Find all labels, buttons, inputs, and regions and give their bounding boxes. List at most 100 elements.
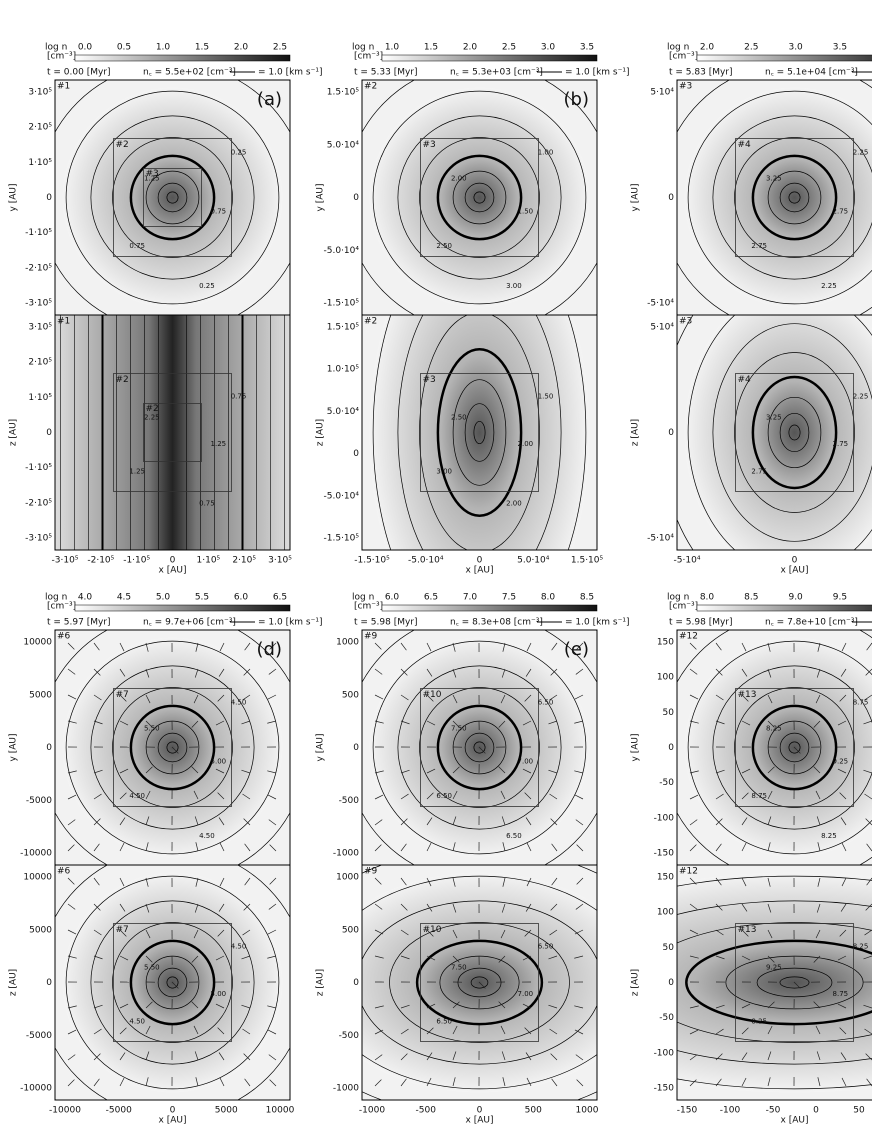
contour — [90, 900, 255, 1065]
velocity-arrow — [715, 720, 725, 725]
contour-label: 2.25 — [144, 413, 160, 421]
velocity-arrow — [219, 877, 225, 887]
velocity-arrow — [741, 1027, 749, 1035]
velocity-arrow — [400, 843, 407, 852]
velocity-arrow — [715, 1053, 723, 1061]
velocity-arrow — [549, 793, 558, 800]
y-axis-label: y [AU] — [631, 184, 641, 212]
region-label: #9 — [364, 632, 378, 642]
velocity-arrow — [840, 817, 847, 826]
velocity-arrow — [767, 877, 771, 887]
contour-label: 4.50 — [231, 942, 247, 950]
contour — [419, 137, 540, 258]
contour — [166, 191, 179, 204]
velocity-arrow — [793, 746, 801, 754]
velocity-arrow — [191, 720, 199, 728]
y-tick-label: 1000 — [336, 638, 359, 648]
velocity-arrow — [502, 642, 506, 652]
contour — [362, 900, 597, 1065]
velocity-arrow — [67, 1079, 75, 1087]
cbar-tick: 3.5 — [833, 43, 847, 53]
y-tick-label: -100 — [654, 1048, 675, 1058]
velocity-arrow — [574, 1005, 584, 1009]
contour — [372, 90, 587, 305]
velocity-arrow — [715, 903, 723, 911]
velocity-arrow — [813, 955, 821, 963]
velocity-arrow — [841, 1077, 847, 1087]
velocity-arrow — [741, 792, 749, 800]
velocity-arrow — [119, 955, 129, 961]
y-tick-label: -1.5·10⁵ — [324, 299, 360, 309]
contour-label: 8.25 — [853, 942, 869, 950]
contour — [439, 955, 520, 1010]
y-tick-label: -150 — [654, 849, 675, 859]
contour-label: 4.50 — [129, 1017, 145, 1025]
velocity-arrow — [119, 694, 127, 702]
velocity-arrow — [93, 668, 101, 676]
x-tick-label: -500 — [416, 1106, 437, 1116]
plot-area — [362, 315, 597, 550]
contour — [397, 665, 562, 830]
velocity-arrow — [267, 770, 277, 774]
y-axis-label: z [AU] — [9, 969, 19, 996]
region-label: #1 — [57, 82, 70, 92]
contour — [751, 704, 838, 791]
x-tick-label: -2·10⁵ — [87, 556, 114, 566]
contour-label: 7.00 — [518, 758, 534, 766]
velocity-arrow — [452, 955, 460, 963]
velocity-arrow — [813, 720, 821, 728]
velocity-arrow — [67, 1005, 77, 1009]
panel-letter: (a) — [257, 89, 282, 110]
velocity-arrow — [67, 844, 75, 852]
contour — [157, 967, 188, 998]
velocity-arrow — [498, 720, 506, 728]
velocity-arrow — [93, 843, 100, 852]
x-tick-label: 1000 — [576, 1106, 599, 1116]
cbar-tick: 4.0 — [78, 593, 93, 603]
velocity-arrow — [426, 668, 433, 677]
central-density: n꜀ = 5.1e+04 [cm⁻³] — [765, 68, 858, 78]
velocity-arrow — [171, 981, 179, 989]
contour — [112, 922, 233, 1043]
velocity-arrow — [502, 1077, 506, 1087]
velocity-arrow — [689, 794, 699, 800]
cbar-tick: 1.5 — [195, 43, 209, 53]
cbar-label: log n — [45, 593, 67, 603]
contour — [65, 90, 280, 305]
velocity-arrow — [841, 877, 847, 887]
velocity-arrow — [525, 817, 532, 826]
contour-label: 2.50 — [436, 242, 452, 250]
contour-label: 8.25 — [751, 1017, 767, 1025]
velocity-arrow — [837, 1003, 847, 1009]
contour-label: 1.25 — [211, 440, 227, 448]
contour — [157, 732, 188, 763]
velocity-arrow — [195, 642, 199, 652]
x-tick-label: 3·10⁵ — [268, 556, 292, 566]
colorbar — [696, 604, 872, 612]
contour-label: 5.00 — [211, 990, 227, 998]
region-box — [420, 923, 539, 1042]
velocity-arrow — [767, 720, 775, 728]
central-density: n꜀ = 5.5e+02 [cm⁻³] — [143, 68, 236, 78]
velocity-arrow — [524, 792, 532, 800]
cbar-tick: 3.0 — [541, 43, 556, 53]
contour — [473, 741, 486, 754]
velocity-arrow — [866, 877, 872, 886]
velocity-arrow — [741, 929, 749, 937]
contour — [397, 115, 562, 280]
y-tick-label: 2·10⁵ — [28, 358, 52, 368]
velocity-arrow — [817, 1077, 821, 1087]
y-tick-label: -1·10⁵ — [25, 463, 52, 473]
velocity-arrow — [741, 1003, 751, 1009]
velocity-arrow — [715, 955, 725, 960]
velocity-arrow — [400, 720, 410, 725]
velocity-arrow — [374, 668, 383, 675]
contour — [779, 732, 810, 763]
y-tick-label: 10000 — [23, 873, 52, 883]
contour-label: 3.25 — [766, 413, 782, 421]
velocity-arrow — [219, 642, 225, 652]
region-box — [113, 923, 232, 1042]
y-tick-label: -1·10⁵ — [25, 228, 52, 238]
velocity-arrow — [522, 720, 532, 726]
cbar-tick: 2.5 — [502, 43, 516, 53]
